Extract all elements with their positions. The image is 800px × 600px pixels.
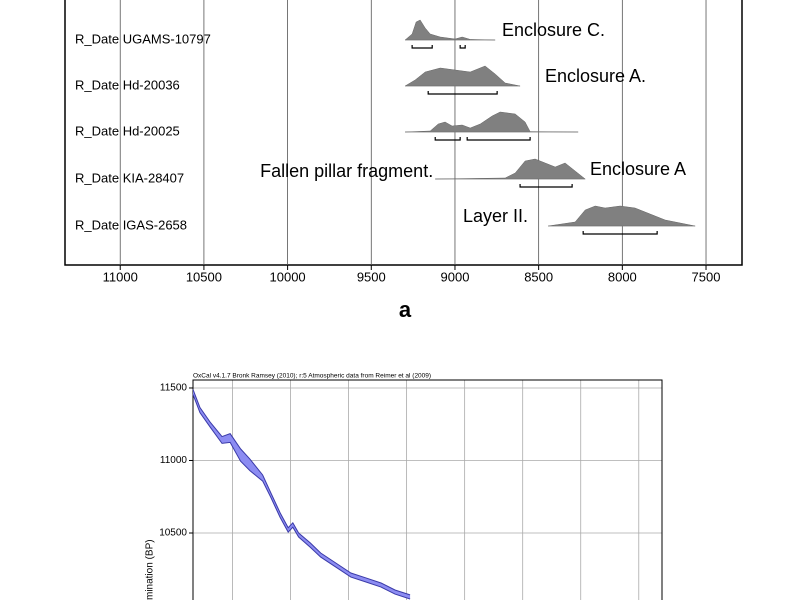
row-label: R_Date IGAS-2658 <box>75 217 187 232</box>
x-tick-label: 9000 <box>441 269 470 284</box>
plot-frame <box>64 0 743 266</box>
annotation: Layer II. <box>463 206 528 226</box>
x-tick-label: 7500 <box>692 269 721 284</box>
range-bracket <box>582 231 658 235</box>
range-bracket <box>466 137 531 141</box>
annotation: Fallen pillar fragment. <box>260 161 433 181</box>
x-tick-label: 10000 <box>270 269 306 284</box>
chart-title: OxCal v4.1.7 Bronk Ramsey (2010); r:5 At… <box>193 373 431 380</box>
density <box>404 65 521 87</box>
density <box>435 158 586 180</box>
y-tick-label: 11000 <box>160 455 188 466</box>
range-bracket <box>459 45 466 49</box>
annotation: Enclosure C. <box>502 20 605 40</box>
band-lower-edge <box>192 394 411 600</box>
y-tick-label: 11500 <box>160 383 188 394</box>
x-tick-label: 11000 <box>103 269 138 284</box>
x-tick-label: 10500 <box>186 269 222 284</box>
y-axis-label: mination (BP) <box>145 539 156 600</box>
y-tick-label: 10500 <box>159 528 187 539</box>
range-bracket <box>411 45 433 49</box>
density <box>404 19 496 41</box>
row-label: R_Date KIA-28407 <box>75 170 184 185</box>
row-label: R_Date UGAMS-10797 <box>75 31 211 46</box>
range-bracket <box>427 91 498 95</box>
range-bracket <box>519 184 573 188</box>
panel-label: a <box>399 297 412 322</box>
x-tick-label: 8000 <box>608 269 637 284</box>
x-tick-label: 9500 <box>357 269 386 284</box>
band-upper-edge <box>192 389 411 596</box>
plot-frame <box>192 379 663 600</box>
density <box>548 205 696 227</box>
row-label: R_Date Hd-20036 <box>75 77 180 92</box>
calibration-band <box>193 389 411 599</box>
range-bracket <box>434 137 461 141</box>
annotation: Enclosure A <box>590 159 686 179</box>
annotation: Enclosure A. <box>545 66 646 86</box>
row-label: R_Date Hd-20025 <box>75 123 180 138</box>
x-tick-label: 8500 <box>524 269 553 284</box>
density <box>405 111 579 133</box>
